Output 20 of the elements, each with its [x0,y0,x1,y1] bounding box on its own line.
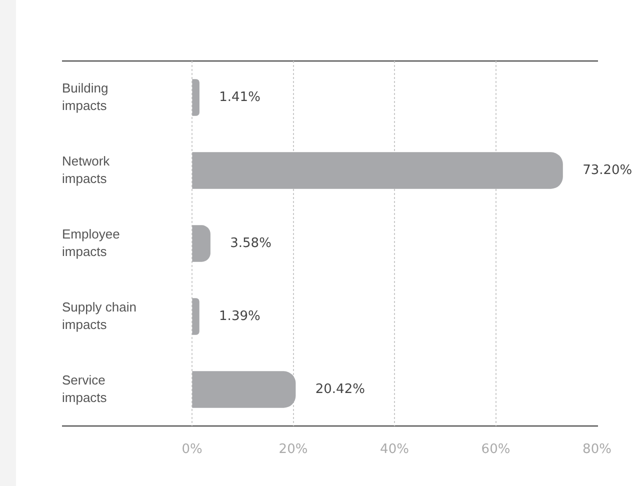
y-tick-label: Supply chain impacts [62,299,136,332]
y-tick-label: Building impacts [62,80,108,113]
bar [192,152,563,189]
bar [192,298,200,335]
data-label: 3.58% [230,236,272,251]
x-tick-label: 40% [380,442,409,458]
y-tick-label: Service impacts [62,372,108,405]
y-tick-label: Network impacts [62,153,110,186]
data-label: 1.39% [219,308,260,324]
y-tick-label: Employee impacts [62,226,120,259]
bar [192,225,210,262]
x-tick-label: 20% [278,442,308,458]
x-tick-label: 60% [481,442,510,458]
data-label: 20.42% [315,382,365,397]
data-label: 73.20% [582,162,632,178]
bar [192,79,200,116]
data-label: 1.41% [219,90,260,105]
bar [192,371,296,408]
x-tick-label: 0% [182,442,202,458]
x-tick-label: 80% [582,442,612,458]
